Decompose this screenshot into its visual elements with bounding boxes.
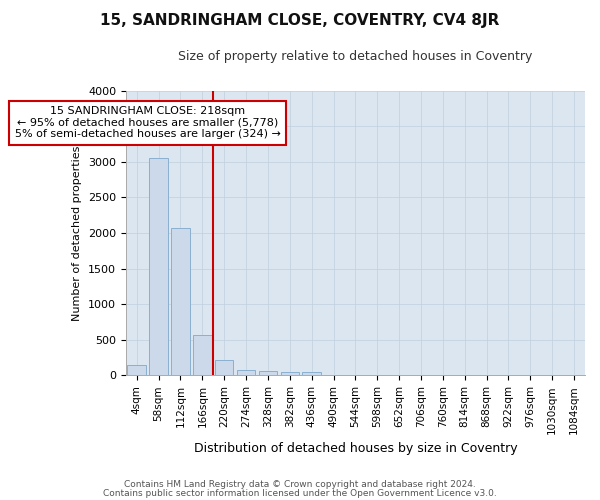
Y-axis label: Number of detached properties: Number of detached properties (73, 145, 82, 320)
Bar (281, 372, 299, 376)
Bar (302, 372, 321, 376)
Bar (193, 336, 212, 376)
Text: 15 SANDRINGHAM CLOSE: 218sqm
← 95% of detached houses are smaller (5,778)
5% of : 15 SANDRINGHAM CLOSE: 218sqm ← 95% of de… (15, 106, 281, 140)
Bar (259, 371, 277, 376)
X-axis label: Distribution of detached houses by size in Coventry: Distribution of detached houses by size … (194, 442, 517, 455)
Bar (215, 360, 233, 376)
Title: Size of property relative to detached houses in Coventry: Size of property relative to detached ho… (178, 50, 533, 63)
Bar (171, 228, 190, 376)
Text: 15, SANDRINGHAM CLOSE, COVENTRY, CV4 8JR: 15, SANDRINGHAM CLOSE, COVENTRY, CV4 8JR (100, 12, 500, 28)
Bar (237, 370, 256, 376)
Bar (149, 158, 168, 376)
Bar (127, 364, 146, 376)
Text: Contains HM Land Registry data © Crown copyright and database right 2024.: Contains HM Land Registry data © Crown c… (124, 480, 476, 489)
Text: Contains public sector information licensed under the Open Government Licence v3: Contains public sector information licen… (103, 488, 497, 498)
